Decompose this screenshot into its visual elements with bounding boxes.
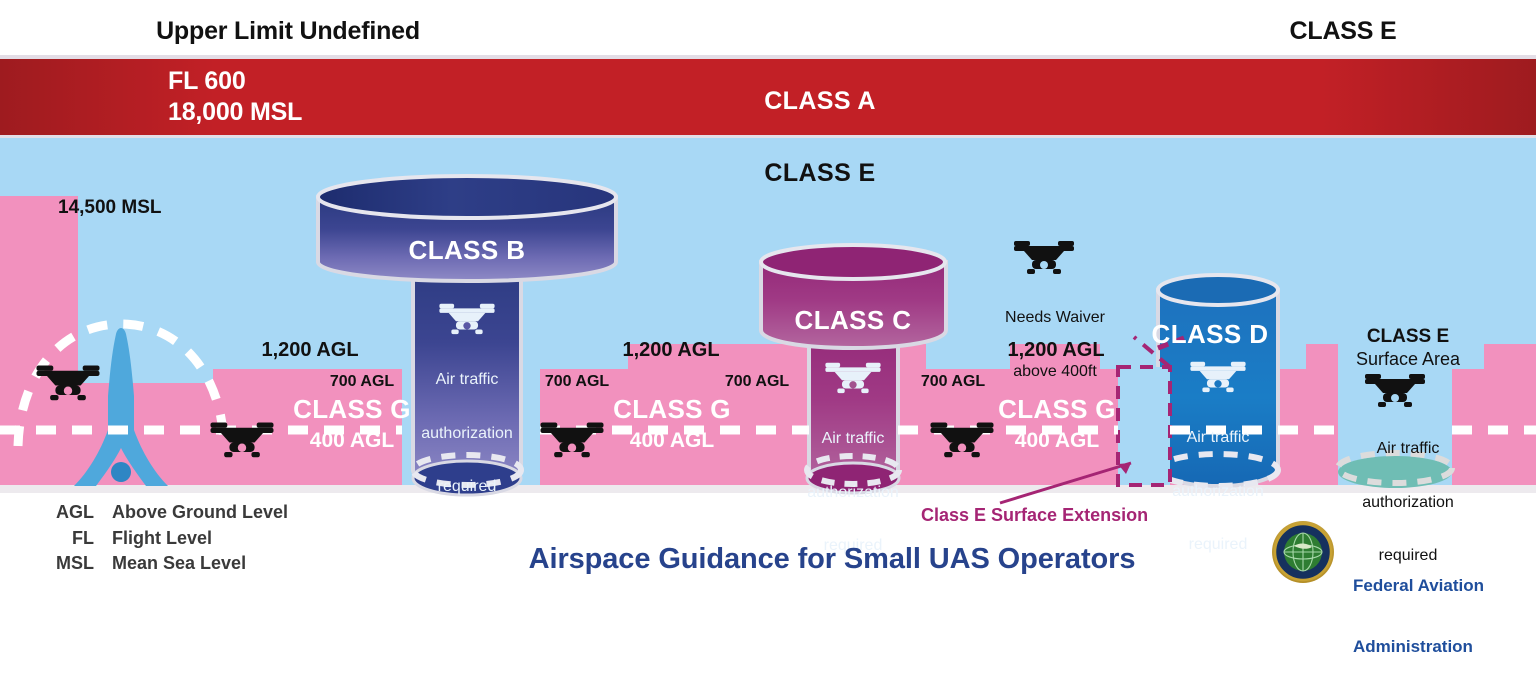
class-b-title: CLASS B xyxy=(408,235,526,265)
class-d-note-line1: Air traffic xyxy=(1186,428,1250,446)
class-e-surface-area-note: Air traffic authorization required xyxy=(1328,404,1488,601)
class-g-label-3: CLASS G xyxy=(998,394,1116,424)
class-b-note-line1: Air traffic xyxy=(435,370,499,388)
class-g-label-1: CLASS G xyxy=(293,394,411,424)
class-e-surface-area-title-1: CLASS E xyxy=(1366,326,1450,347)
agl-400-label-2: 400 AGL xyxy=(629,429,715,452)
drone-icons-black xyxy=(36,241,1425,458)
legend-value-msl: Mean Sea Level xyxy=(112,553,247,574)
class-d-title: CLASS D xyxy=(1151,319,1269,349)
class-e-sa-note-line2: authorization xyxy=(1362,493,1454,511)
class-e-surface-area-shape xyxy=(1335,450,1455,488)
class-e-top-label: CLASS E xyxy=(1289,17,1397,45)
msl-18000-label: 18,000 MSL xyxy=(168,98,303,126)
class-c-title: CLASS C xyxy=(794,305,912,335)
legend-value-agl: Above Ground Level xyxy=(112,502,289,522)
class-d-note-line3: required xyxy=(1188,536,1248,554)
class-d-shape xyxy=(1155,273,1281,489)
legend-row: AGL Above Ground Level xyxy=(40,500,340,526)
class-c-note-line1: Air traffic xyxy=(821,429,885,447)
class-e-label: CLASS E xyxy=(764,159,876,187)
class-c-note-line2: authorization xyxy=(807,483,899,501)
tower-coverage-arc xyxy=(13,319,229,447)
class-c-note: Air traffic authorization required xyxy=(773,394,933,591)
agl-700-label-1: 700 AGL xyxy=(329,373,395,390)
needs-waiver-line1: Needs Waiver xyxy=(1005,308,1105,326)
class-c-note-line3: required xyxy=(823,537,883,555)
radio-tower-icon xyxy=(74,328,168,486)
page-title: Airspace Guidance for Small UAS Operator… xyxy=(528,543,1136,575)
agl-1200-label-3: 1,200 AGL xyxy=(1007,339,1105,361)
agl-1200-label-1: 1,200 AGL xyxy=(261,339,359,361)
legend: AGL Above Ground Level FL Flight Level M… xyxy=(40,500,340,577)
legend-key-msl: MSL xyxy=(56,553,94,574)
class-b-note-line3: required xyxy=(437,478,497,496)
upper-limit-label: Upper Limit Undefined xyxy=(156,17,420,45)
legend-row: MSL Mean Sea Level xyxy=(40,551,340,577)
class-a-label: CLASS A xyxy=(764,87,876,115)
class-a-band xyxy=(0,59,1536,135)
class-d-note-line2: authorization xyxy=(1172,482,1264,500)
needs-waiver-note: Needs Waiver above 400ft xyxy=(975,273,1135,416)
legend-key-agl: AGL xyxy=(56,502,94,522)
faa-seal-icon xyxy=(1272,521,1334,583)
agl-700-label-3: 700 AGL xyxy=(724,373,790,390)
needs-waiver-line2: above 400ft xyxy=(1013,362,1097,380)
msl-14500-label: 14,500 MSL xyxy=(58,197,162,218)
divider-below-class-a xyxy=(0,135,1536,138)
agl-400-label-1: 400 AGL xyxy=(309,429,395,452)
diagram-graphics xyxy=(0,55,1536,583)
class-g-label-2: CLASS G xyxy=(613,394,731,424)
faa-wordmark: Federal Aviation Administration xyxy=(1353,535,1484,698)
divider-above-class-a xyxy=(0,55,1536,59)
agl-700-label-2: 700 AGL xyxy=(544,373,610,390)
class-e-surface-extension-caption: Class E Surface Extension xyxy=(921,505,1149,525)
fl-600-label: FL 600 xyxy=(168,67,246,95)
drone-icons-white xyxy=(439,303,1246,394)
class-e-sa-note-line3: required xyxy=(1378,547,1438,565)
legend-row: FL Flight Level xyxy=(40,526,340,552)
class-e-sa-note-line1: Air traffic xyxy=(1376,439,1440,457)
faa-wordmark-line1: Federal Aviation xyxy=(1353,575,1484,595)
agl-400-label-3: 400 AGL xyxy=(1014,429,1100,452)
ground-line xyxy=(0,485,1536,493)
class-e-surface-area-title-2: Surface Area xyxy=(1355,349,1461,369)
class-e-surface-extension-shape xyxy=(999,335,1185,505)
faa-wordmark-line2: Administration xyxy=(1353,636,1473,656)
class-b-note: Air traffic authorization required xyxy=(387,335,547,532)
legend-value-fl: Flight Level xyxy=(112,527,213,548)
agl-700-label-4: 700 AGL xyxy=(920,373,986,390)
legend-key-fl: FL xyxy=(72,527,94,548)
class-b-shape xyxy=(316,174,618,497)
class-b-note-line2: authorization xyxy=(421,424,513,442)
agl-1200-label-2: 1,200 AGL xyxy=(622,339,720,361)
class-d-note: Air traffic authorization required xyxy=(1138,393,1298,590)
airspace-diagram: Upper Limit Undefined CLASS E FL 600 18,… xyxy=(0,17,1536,656)
